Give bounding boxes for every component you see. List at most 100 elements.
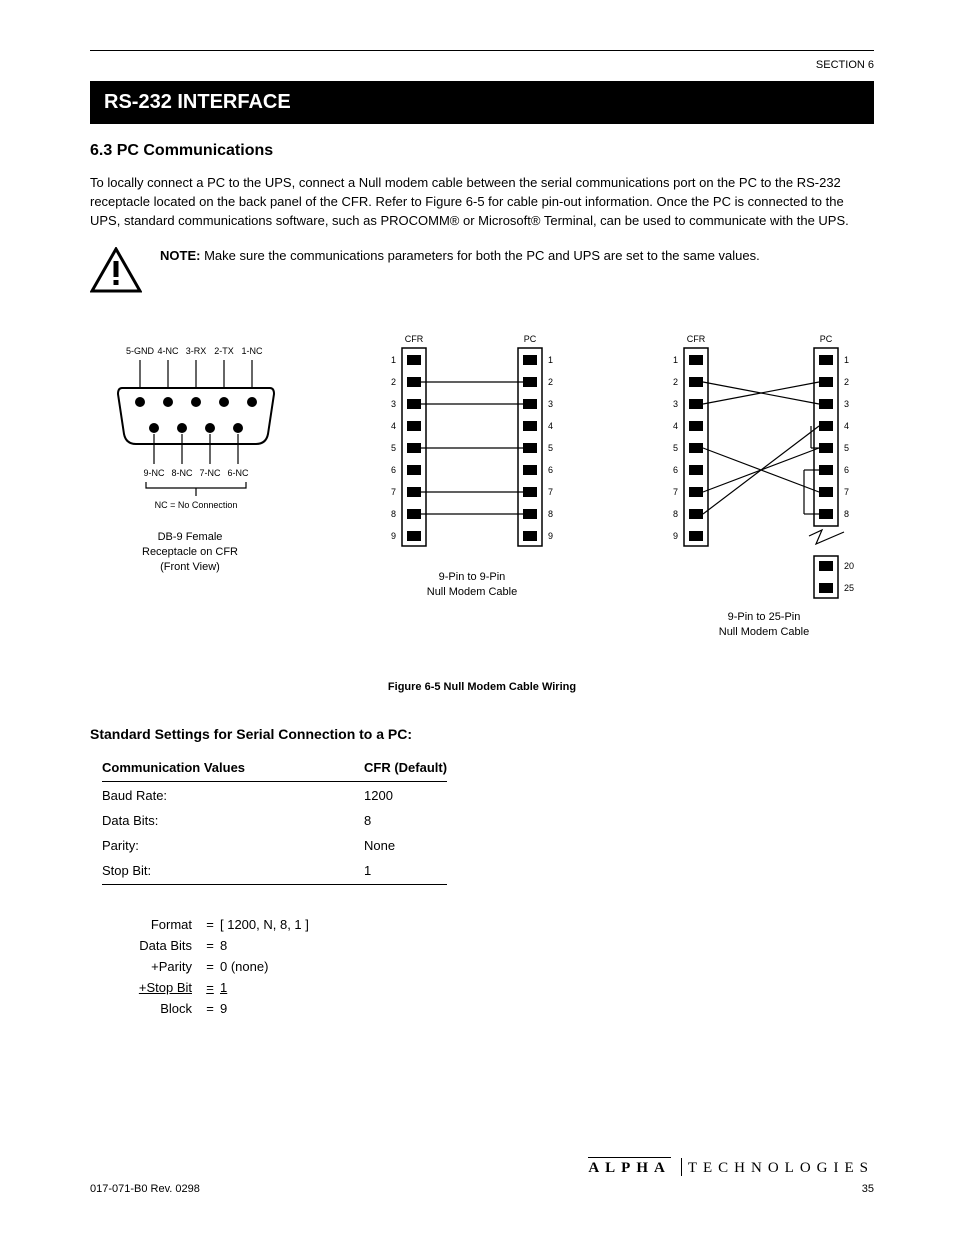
svg-text:5: 5 (548, 443, 553, 453)
warning-icon (90, 247, 142, 300)
note-row: NOTE: Make sure the communications param… (90, 247, 874, 300)
alpha-thin: TECHNOLOGIES (688, 1157, 874, 1177)
settings-label: Data Bits: (102, 809, 362, 832)
svg-text:1: 1 (673, 355, 678, 365)
db9-bracket: NC = No Connection (155, 500, 238, 510)
db9-caption: DB-9 Female Receptacle on CFR (Front Vie… (142, 530, 238, 576)
f-l3-op: = (200, 959, 220, 974)
n25-cap2: Null Modem Cable (719, 625, 809, 640)
svg-text:4: 4 (391, 421, 396, 431)
svg-text:4: 4 (548, 421, 553, 431)
f-l1-op: = (200, 917, 220, 932)
intro-paragraph: To locally connect a PC to the UPS, conn… (90, 174, 874, 231)
db9-p7: 7-NC (199, 468, 221, 478)
svg-text:2: 2 (844, 377, 849, 387)
svg-text:4: 4 (844, 421, 849, 431)
section-title: 6.3 PC Communications (90, 142, 874, 160)
footer-right: ALPHA TECHNOLOGIES 35 (588, 1157, 874, 1195)
settings-value: 8 (364, 809, 447, 832)
f-l3-r: 0 (none) (220, 959, 268, 974)
db9-p8: 8-NC (171, 468, 193, 478)
settings-label: Baud Rate: (102, 784, 362, 807)
svg-text:8: 8 (844, 509, 849, 519)
settings-title: Standard Settings for Serial Connection … (90, 726, 874, 742)
note-body: Make sure the communications parameters … (204, 248, 760, 263)
page-header: SECTION 6 (90, 59, 874, 71)
f-l2-r: 8 (220, 938, 227, 953)
n9-cap2: Null Modem Cable (427, 585, 517, 600)
section-banner: RS-232 INTERFACE (90, 81, 874, 124)
svg-text:9: 9 (673, 531, 678, 541)
f-l5-op: = (200, 1001, 220, 1016)
settings-head-r: CFR (Default) (364, 756, 447, 779)
n9-lhead: CFR (405, 334, 424, 344)
nine-nine-diagram: CFR PC 112233445566778899 9-Pin to 9-Pin… (372, 330, 572, 601)
db9-p5: 5-GND (126, 346, 155, 356)
f-l2-l: Data Bits (90, 938, 200, 953)
alpha-divider (681, 1158, 682, 1176)
svg-text:2: 2 (391, 377, 396, 387)
f-l2-op: = (200, 938, 220, 953)
svg-text:1: 1 (391, 355, 396, 365)
settings-value: None (364, 834, 447, 857)
svg-text:3: 3 (391, 399, 396, 409)
svg-text:3: 3 (844, 399, 849, 409)
n25-lhead: CFR (687, 334, 706, 344)
f-l5-r: 9 (220, 1001, 227, 1016)
db9-p1: 1-NC (241, 346, 263, 356)
svg-text:2: 2 (673, 377, 678, 387)
db9-diagram: 5-GND 4-NC 3-RX 2-TX 1-NC 9-NC 8-NC (90, 330, 290, 576)
settings-label: Parity: (102, 834, 362, 857)
svg-text:4: 4 (673, 421, 678, 431)
svg-text:3: 3 (548, 399, 553, 409)
f-l3-l: +Parity (90, 959, 200, 974)
db9-p4: 4-NC (157, 346, 179, 356)
db9-p2: 2-TX (214, 346, 234, 356)
svg-text:7: 7 (673, 487, 678, 497)
svg-text:6: 6 (391, 465, 396, 475)
db9-cap2: Receptacle on CFR (142, 545, 238, 560)
svg-text:7: 7 (844, 487, 849, 497)
n25-caption: 9-Pin to 25-Pin Null Modem Cable (719, 610, 809, 641)
svg-text:8: 8 (391, 509, 396, 519)
svg-text:7: 7 (391, 487, 396, 497)
top-rule (90, 50, 874, 51)
svg-text:25: 25 (844, 583, 854, 593)
formula-block: Format = [ 1200, N, 8, 1 ] Data Bits = 8… (90, 917, 874, 1016)
svg-text:1: 1 (844, 355, 849, 365)
f-l1-r: [ 1200, N, 8, 1 ] (220, 917, 309, 932)
settings-value: 1 (364, 859, 447, 882)
settings-head-l: Communication Values (102, 756, 362, 779)
note-text-block: NOTE: Make sure the communications param… (160, 247, 760, 266)
n9-rhead: PC (524, 334, 537, 344)
settings-table: Communication Values CFR (Default) Baud … (100, 754, 449, 887)
settings-value: 1200 (364, 784, 447, 807)
svg-text:5: 5 (844, 443, 849, 453)
svg-text:9: 9 (548, 531, 553, 541)
footer-page: 35 (588, 1183, 874, 1195)
nine-25-diagram: CFR PC 123456789123456782025 9-Pin to 25… (654, 330, 874, 641)
n25-cap1: 9-Pin to 25-Pin (719, 610, 809, 625)
svg-text:2: 2 (548, 377, 553, 387)
n25-rhead: PC (820, 334, 833, 344)
svg-text:7: 7 (548, 487, 553, 497)
svg-text:9: 9 (391, 531, 396, 541)
svg-text:6: 6 (844, 465, 849, 475)
db9-cap1: DB-9 Female (142, 530, 238, 545)
f-l4-l: +Stop Bit (90, 980, 200, 995)
alpha-logo: ALPHA TECHNOLOGIES (588, 1157, 874, 1177)
f-l5-l: Block (90, 1001, 200, 1016)
note-label: NOTE: (160, 248, 200, 263)
f-l4-r: 1 (220, 980, 227, 995)
settings-label: Stop Bit: (102, 859, 362, 882)
diagrams-row: 5-GND 4-NC 3-RX 2-TX 1-NC 9-NC 8-NC (90, 330, 874, 641)
svg-text:3: 3 (673, 399, 678, 409)
db9-p6: 6-NC (227, 468, 249, 478)
svg-text:8: 8 (673, 509, 678, 519)
f-l1-l: Format (90, 917, 200, 932)
f-l4-op: = (200, 980, 220, 995)
svg-text:6: 6 (548, 465, 553, 475)
footer-left: 017-071-B0 Rev. 0298 (90, 1183, 200, 1195)
svg-text:8: 8 (548, 509, 553, 519)
svg-text:20: 20 (844, 561, 854, 571)
